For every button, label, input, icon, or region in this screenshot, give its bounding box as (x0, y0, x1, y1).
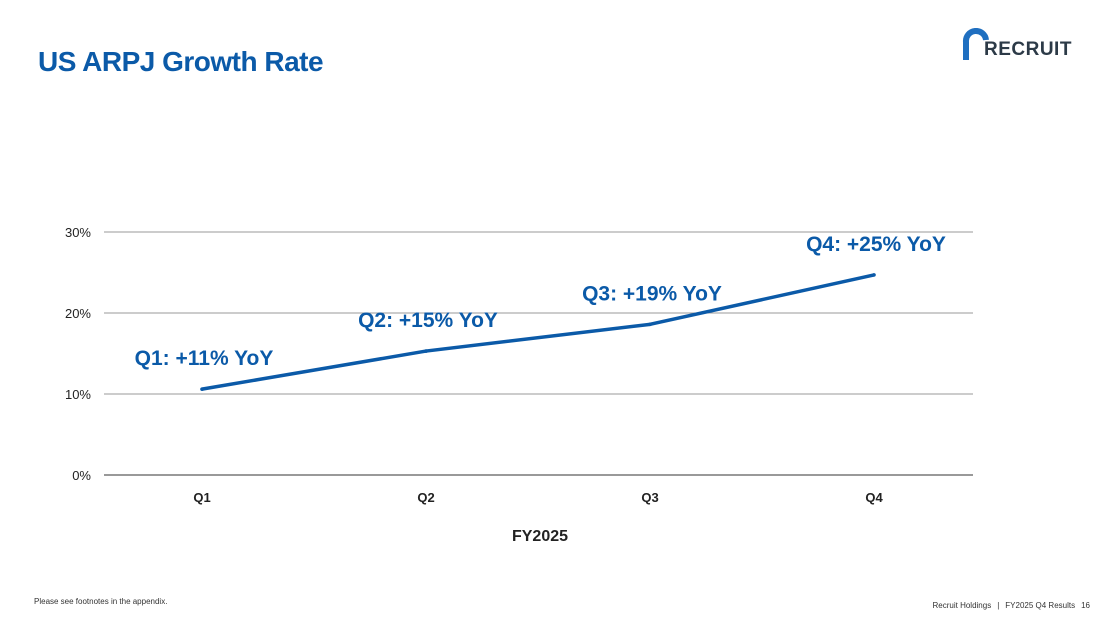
x-tick-label: Q3 (641, 490, 658, 505)
data-annotation: Q3: +19% YoY (582, 282, 722, 305)
series-line (201, 273, 875, 391)
footer-report: FY2025 Q4 Results (1005, 601, 1076, 610)
grid-lines (104, 231, 973, 476)
logo-arc-icon (962, 28, 989, 60)
series-lines (200, 273, 876, 391)
x-axis-tick-labels: Q1 Q2 Q3 Q4 (193, 490, 883, 505)
footer-separator: | (997, 601, 1000, 610)
x-tick-label: Q2 (417, 490, 434, 505)
logo-wordmark: RECRUIT (984, 39, 1072, 60)
data-point (200, 387, 204, 391)
data-annotations: Q1: +11% YoY Q2: +15% YoY Q3: +19% YoY Q4: … (135, 233, 946, 370)
y-tick-label: 30% (65, 225, 91, 240)
data-annotation: Q2: +15% YoY (358, 309, 498, 332)
y-tick-label: 0% (72, 468, 91, 483)
x-tick-label: Q4 (865, 490, 883, 505)
data-annotation: Q1: +11% YoY (135, 347, 274, 370)
x-tick-label: Q1 (193, 490, 210, 505)
footnote: Please see footnotes in the appendix. (34, 597, 168, 606)
data-annotation: Q4: +25% YoY (806, 233, 946, 256)
y-tick-label: 20% (65, 306, 91, 321)
y-axis-tick-labels: 0% 10% 20% 30% (65, 225, 91, 483)
footer-company: Recruit Holdings (932, 601, 992, 610)
data-point (648, 322, 652, 327)
page-footer: Recruit Holdings | FY2025 Q4 Results 16 (933, 601, 1091, 610)
page-number: 16 (1081, 601, 1090, 610)
data-point (424, 349, 428, 353)
y-tick-label: 10% (65, 387, 91, 402)
data-point (872, 273, 876, 277)
x-axis-label: FY2025 (512, 528, 568, 545)
recruit-logo: RECRUIT (962, 28, 1077, 64)
page-title: US ARPJ Growth Rate (38, 46, 324, 77)
